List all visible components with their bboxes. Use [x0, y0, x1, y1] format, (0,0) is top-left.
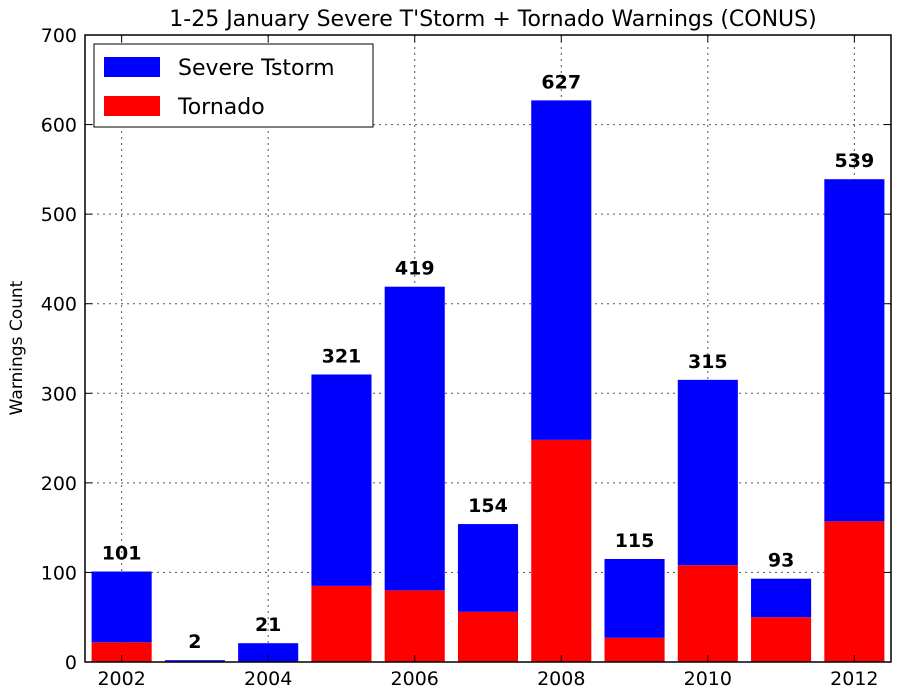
data-label-total-2011: 93: [768, 550, 794, 572]
data-labels: 101 2 21 321 419 154 627 115 315 93 539: [102, 71, 874, 653]
data-label-total-2006: 419: [395, 258, 435, 280]
bar-tornado-2012: [824, 521, 885, 662]
legend-swatch-severe-tstorm: [104, 57, 160, 77]
y-tick-label: 600: [41, 115, 77, 137]
bar-tornado-2011: [751, 617, 812, 662]
x-tick-label: 2008: [537, 668, 585, 690]
legend: Severe Tstorm Tornado: [93, 43, 374, 128]
bar-tornado-2008: [531, 439, 592, 662]
bar-severe-tstorm-2004: [238, 643, 299, 662]
data-label-total-2004: 21: [255, 614, 281, 636]
bar-tornado-2002: [91, 642, 152, 662]
y-axis-label: Warnings Count: [7, 280, 27, 415]
data-label-total-2003: 2: [188, 631, 201, 653]
bar-severe-tstorm-2003: [164, 660, 225, 662]
legend-label-severe-tstorm: Severe Tstorm: [178, 56, 335, 81]
x-tick-label: 2010: [684, 668, 732, 690]
axis-ticks: 0 100 200 300 400 500 600 700 2002 2004 2006 2008 20…: [41, 25, 891, 690]
y-tick-label: 200: [41, 473, 77, 495]
chart-title: 1-25 January Severe T'Storm + Tornado Wa…: [169, 7, 816, 32]
data-label-total-2012: 539: [835, 150, 875, 172]
bar-severe-tstorm-2002: [91, 571, 152, 643]
data-label-total-2010: 315: [688, 351, 728, 373]
bar-severe-tstorm-2006: [384, 286, 445, 591]
bar-severe-tstorm-2012: [824, 179, 885, 522]
y-tick-label: 400: [41, 294, 77, 316]
y-tick-label: 100: [41, 562, 77, 584]
bar-tornado-2005: [311, 585, 372, 662]
bar-severe-tstorm-2005: [311, 374, 372, 586]
bar-severe-tstorm-2011: [751, 578, 812, 618]
data-label-total-2008: 627: [541, 71, 581, 93]
y-tick-label: 300: [41, 383, 77, 405]
bar-tornado-2009: [604, 637, 665, 662]
x-tick-label: 2004: [244, 668, 292, 690]
bar-tornado-2007: [457, 611, 519, 662]
x-tick-label: 2006: [391, 668, 439, 690]
bar-severe-tstorm-2008: [531, 100, 592, 440]
data-label-total-2009: 115: [615, 530, 655, 552]
y-tick-label: 0: [65, 652, 77, 674]
data-label-total-2002: 101: [102, 543, 142, 565]
bar-severe-tstorm-2010: [677, 379, 738, 566]
bars: [91, 100, 885, 662]
y-tick-label: 700: [41, 25, 77, 47]
data-label-total-2007: 154: [468, 495, 508, 517]
bar-severe-tstorm-2007: [457, 524, 519, 612]
plot-frame: [84, 34, 892, 663]
bar-severe-tstorm-2009: [604, 558, 665, 638]
legend-label-tornado: Tornado: [177, 95, 265, 120]
bar-tornado-2010: [677, 565, 738, 662]
y-tick-label: 500: [41, 204, 77, 226]
bar-tornado-2006: [384, 590, 445, 662]
x-tick-label: 2002: [97, 668, 145, 690]
x-tick-label: 2012: [830, 668, 878, 690]
data-label-total-2005: 321: [322, 345, 362, 367]
legend-swatch-tornado: [104, 96, 160, 116]
